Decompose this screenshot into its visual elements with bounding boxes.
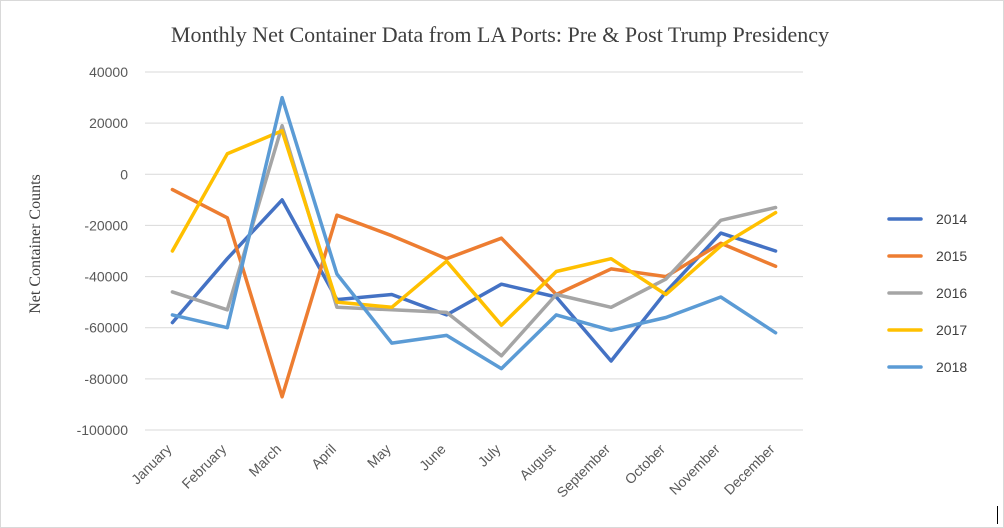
x-tick-label: February — [178, 441, 229, 492]
x-tick-label: November — [666, 441, 723, 498]
legend-label: 2016 — [936, 285, 967, 301]
y-tick-label: -80000 — [84, 371, 128, 387]
x-tick-label: January — [128, 441, 175, 488]
x-tick-label: June — [416, 441, 449, 474]
series-line-2018 — [170, 95, 778, 371]
series-line-2017 — [170, 129, 778, 327]
x-tick-label: December — [721, 441, 778, 498]
legend-label: 2018 — [936, 359, 967, 375]
x-tick-label: August — [516, 441, 558, 483]
chart-title: Monthly Net Container Data from LA Ports… — [170, 22, 830, 47]
y-tick-label: 20000 — [89, 115, 128, 131]
x-tick-label: May — [364, 441, 394, 471]
text-cursor — [997, 506, 998, 524]
y-tick-label: -40000 — [84, 269, 128, 285]
legend-label: 2014 — [936, 211, 967, 227]
y-tick-label: 40000 — [89, 64, 128, 80]
x-tick-label: July — [475, 441, 504, 470]
series-line-2014 — [170, 198, 778, 363]
x-tick-label: March — [245, 441, 284, 480]
x-tick-label: October — [622, 441, 669, 488]
y-tick-label: -100000 — [77, 422, 129, 438]
x-tick-label: April — [308, 441, 339, 472]
y-tick-label: 0 — [120, 166, 128, 182]
legend-label: 2015 — [936, 248, 967, 264]
legend-label: 2017 — [936, 322, 967, 338]
y-tick-label: -60000 — [84, 320, 128, 336]
y-tick-label: -20000 — [84, 217, 128, 233]
x-tick-label: September — [553, 441, 613, 501]
series-line-2016 — [170, 123, 778, 358]
